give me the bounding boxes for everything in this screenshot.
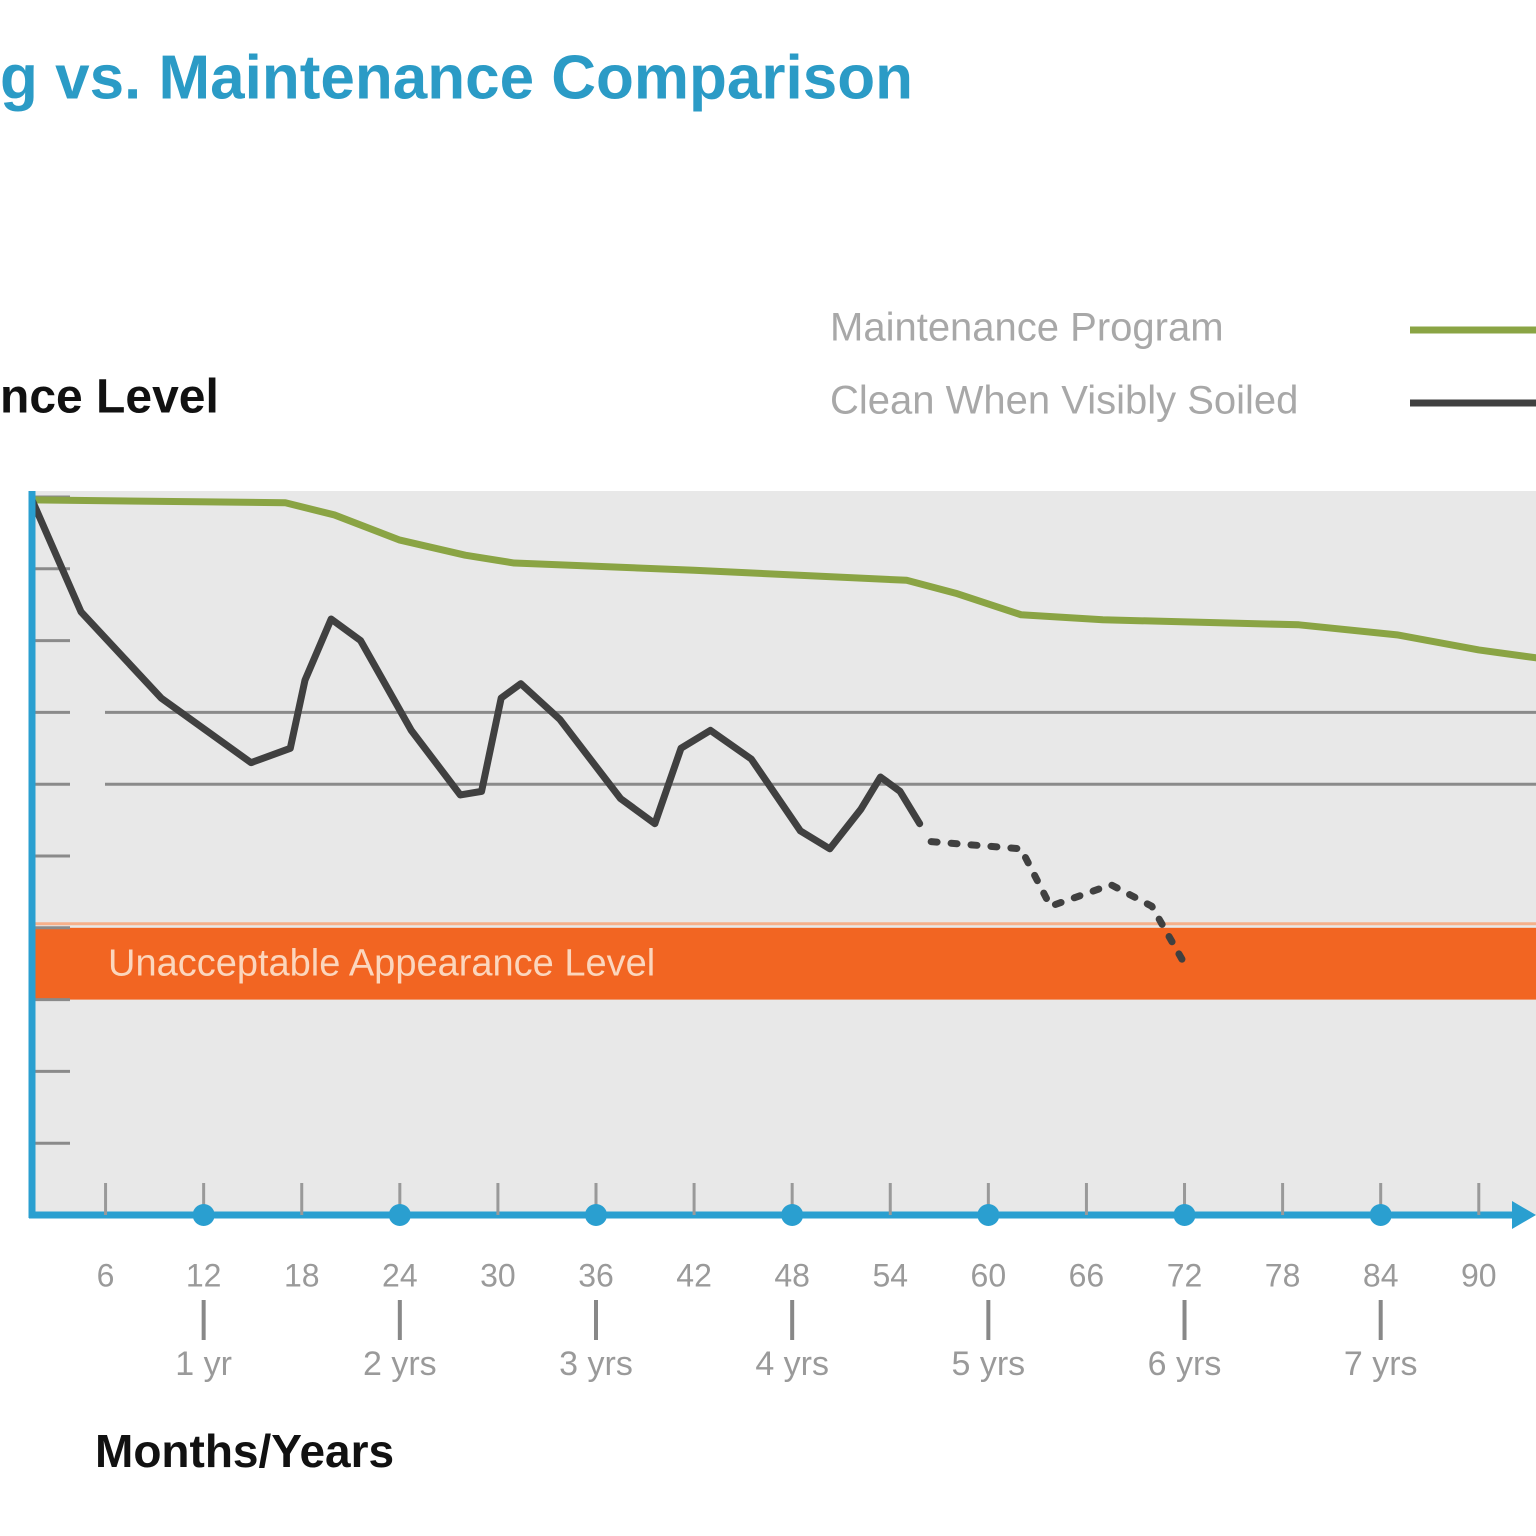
- x-tick-label: 42: [676, 1257, 712, 1293]
- y-axis-label: nce Level: [0, 371, 219, 424]
- x-tick-label: 24: [382, 1257, 418, 1293]
- unacceptable-band: [32, 927, 1536, 1000]
- x-tick-label: 48: [774, 1257, 810, 1293]
- series-line: [28, 496, 1536, 662]
- chart-title: g vs. Maintenance Comparison: [0, 43, 913, 112]
- year-label: 2 yrs: [363, 1345, 437, 1383]
- year-label: 1 yr: [175, 1345, 232, 1383]
- year-marker: [781, 1204, 804, 1226]
- year-marker: [977, 1204, 1000, 1226]
- x-axis-label: Months/Years: [95, 1425, 394, 1477]
- year-label: 5 yrs: [952, 1345, 1026, 1383]
- x-tick-label: 66: [1069, 1257, 1105, 1293]
- year-label: 6 yrs: [1148, 1345, 1222, 1383]
- legend-label: Maintenance Program: [830, 306, 1224, 350]
- x-tick-label: 6: [97, 1257, 115, 1293]
- year-marker: [192, 1204, 215, 1226]
- year-marker: [585, 1204, 607, 1226]
- year-marker: [1173, 1204, 1196, 1226]
- x-tick-label: 30: [480, 1257, 516, 1293]
- x-tick-label: 36: [578, 1257, 614, 1293]
- x-tick-label: 54: [872, 1257, 908, 1293]
- x-tick-label: 72: [1167, 1257, 1203, 1293]
- series-line: [28, 496, 924, 853]
- year-label: 3 yrs: [559, 1345, 633, 1383]
- year-label: 7 yrs: [1344, 1345, 1418, 1383]
- year-marker: [388, 1204, 411, 1226]
- x-tick-label: 78: [1265, 1257, 1301, 1293]
- band-label: Unacceptable Appearance Level: [108, 943, 655, 985]
- x-tick-label: 84: [1363, 1257, 1399, 1293]
- x-tick-label: 12: [186, 1257, 222, 1293]
- plot-background: [32, 491, 1536, 1215]
- x-tick-label: 90: [1461, 1257, 1497, 1293]
- series-line: [927, 838, 1189, 968]
- x-axis-arrow: [1512, 1201, 1536, 1229]
- year-label: 4 yrs: [755, 1345, 829, 1383]
- year-marker: [1369, 1204, 1392, 1226]
- x-tick-label: 18: [284, 1257, 320, 1293]
- x-tick-label: 60: [971, 1257, 1007, 1293]
- legend-label: Clean When Visibly Soiled: [830, 379, 1298, 423]
